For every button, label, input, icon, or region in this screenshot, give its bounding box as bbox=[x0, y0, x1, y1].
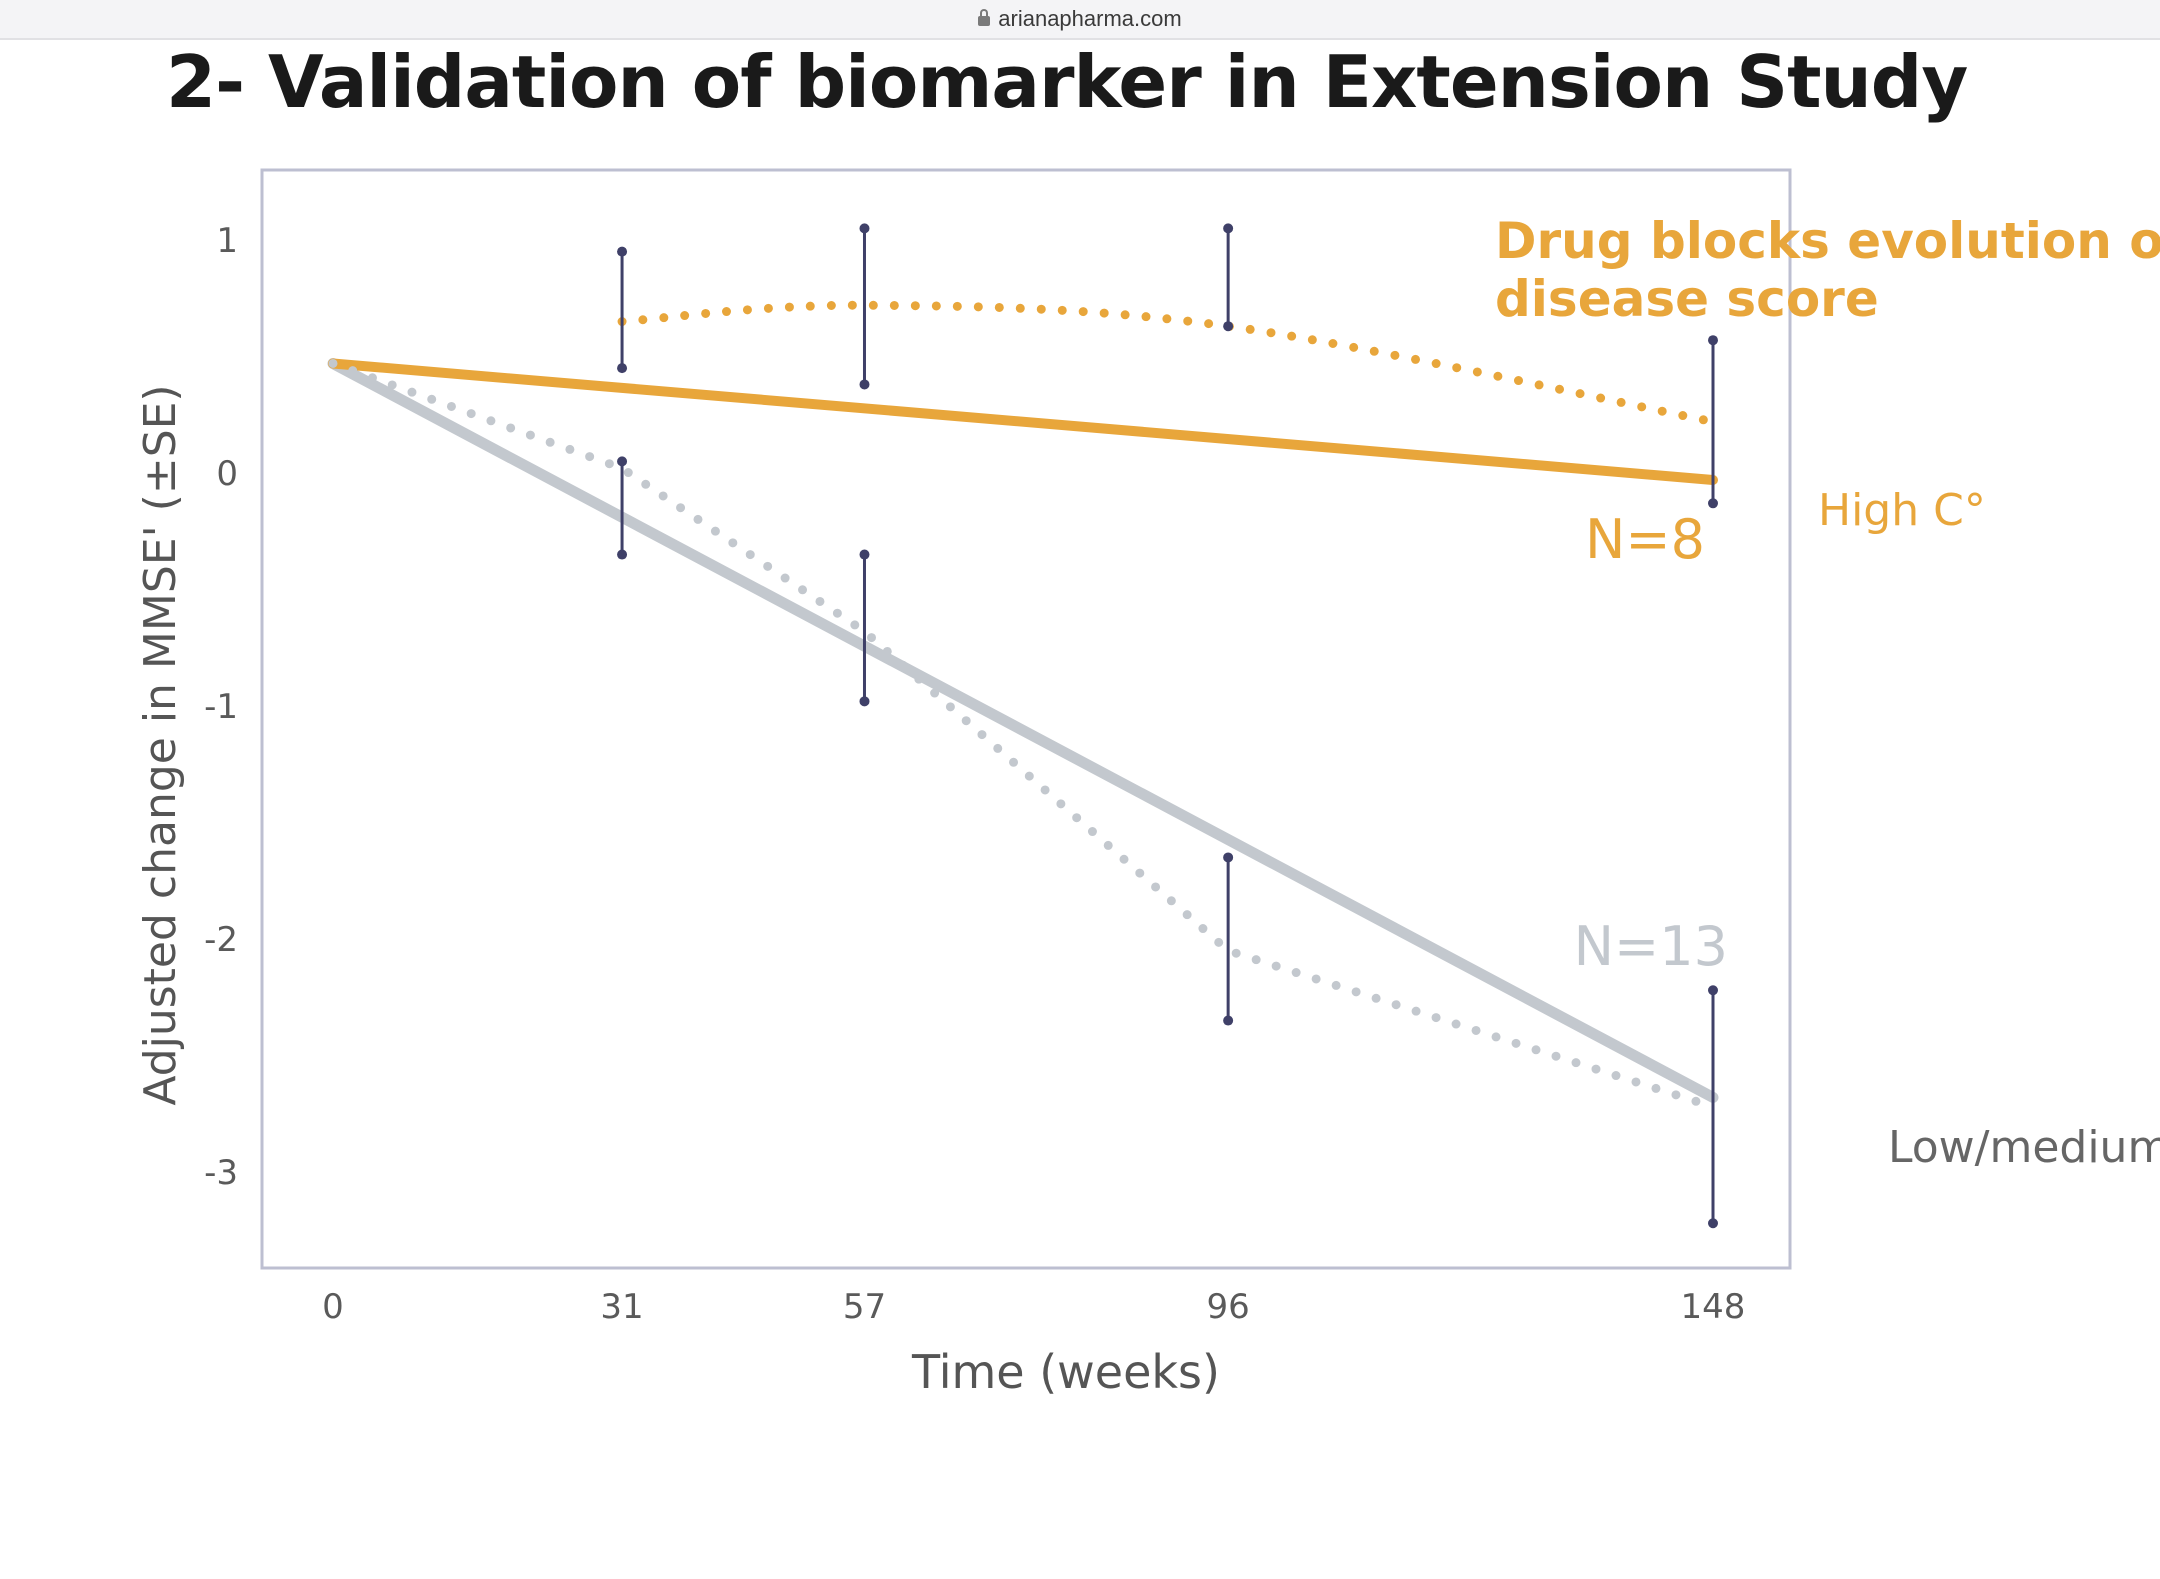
legend-high: High C° bbox=[1818, 485, 1986, 536]
y-tick-label: -1 bbox=[204, 687, 238, 727]
y-axis-label: Adjusted change in MMSE' (±SE) bbox=[135, 384, 186, 1105]
y-tick-label: -3 bbox=[204, 1153, 238, 1193]
y-tick-label: -2 bbox=[204, 920, 238, 960]
high-error-cap bbox=[1708, 335, 1718, 346]
low-medium-fit-line bbox=[327, 357, 1719, 1103]
x-tick-label: 96 bbox=[1207, 1287, 1250, 1327]
x-axis-label: Time (weeks) bbox=[911, 1345, 1220, 1399]
x-tick-label: 57 bbox=[843, 1287, 886, 1327]
drug-annotation-line2: disease score bbox=[1495, 270, 1879, 328]
x-tick-label: 0 bbox=[322, 1287, 344, 1327]
high-error-cap bbox=[859, 379, 870, 390]
x-tick-label: 148 bbox=[1681, 1287, 1746, 1327]
low-medium-error-cap bbox=[1708, 1218, 1718, 1229]
high-error-cap bbox=[1223, 321, 1234, 332]
drug-annotation-line1: Drug blocks evolution of bbox=[1495, 212, 2160, 270]
n-low-label: N=13 bbox=[1574, 915, 1728, 978]
high-error-cap bbox=[617, 246, 628, 257]
high-fit-line bbox=[328, 358, 1718, 485]
y-tick-label: 0 bbox=[216, 454, 238, 494]
high-error-cap bbox=[1708, 498, 1718, 509]
x-tick-label: 31 bbox=[600, 1287, 643, 1327]
high-error-cap bbox=[617, 363, 628, 374]
legend-low-medium: Low/medium bbox=[1888, 1122, 2160, 1173]
y-tick-label: 1 bbox=[216, 221, 238, 261]
url-text: arianapharma.com bbox=[998, 6, 1182, 31]
low-medium-error-cap bbox=[859, 549, 870, 560]
low-medium-error-cap bbox=[859, 696, 870, 707]
high-error-cap bbox=[1223, 223, 1234, 234]
high-error-cap bbox=[859, 223, 870, 234]
lock-icon bbox=[978, 9, 991, 26]
low-medium-error-cap bbox=[1223, 1015, 1234, 1026]
low-medium-error-cap bbox=[617, 456, 628, 467]
n-high-label: N=8 bbox=[1585, 508, 1705, 571]
slide-title: 2- Validation of biomarker in Extension … bbox=[166, 40, 1968, 124]
low-medium-error-cap bbox=[617, 549, 628, 560]
high-observed-line bbox=[617, 300, 1718, 427]
low-medium-error-cap bbox=[1223, 852, 1234, 863]
plot-frame bbox=[260, 168, 1792, 1270]
browser-url-bar[interactable]: arianapharma.com bbox=[0, 0, 2160, 40]
low-medium-error-cap bbox=[1708, 985, 1718, 996]
